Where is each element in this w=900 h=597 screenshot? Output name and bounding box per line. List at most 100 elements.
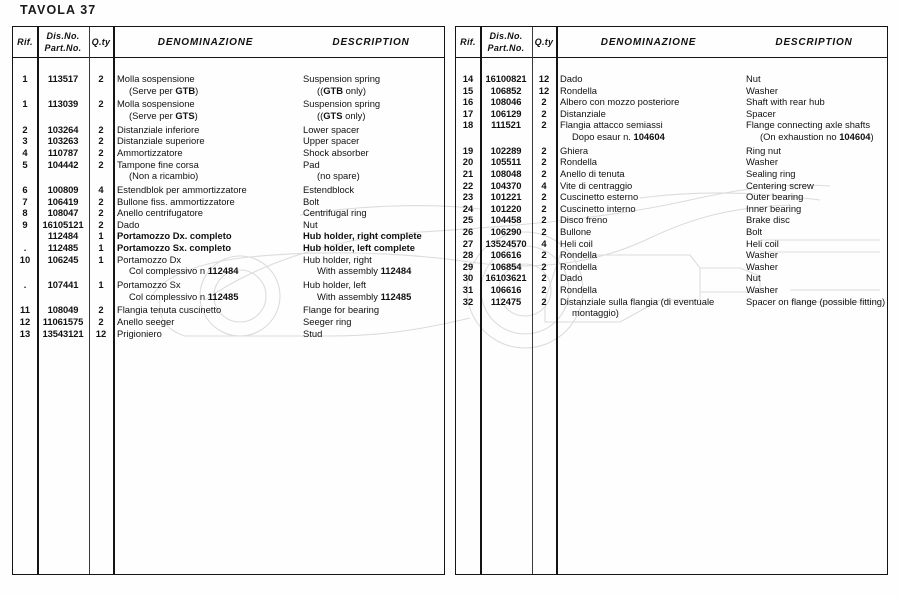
table-row: 15 106852 12 Rondella Washer <box>456 85 887 97</box>
cell-part-number: 113517 <box>47 73 79 84</box>
cell-part-number: 108047 <box>47 207 79 219</box>
header-part-line2: Part.No. <box>487 42 525 53</box>
cell-denominazione: Estendblok per ammortizzatore <box>117 184 247 195</box>
cell-denominazione: Portamozzo Dx. completo <box>117 230 232 242</box>
cell-denominazione: Col complessivo n 112485 <box>129 290 239 302</box>
cell-denominazione: Bullone <box>560 226 592 237</box>
cell-part-number: 103264 <box>47 123 79 135</box>
table-row: (Serve per GTB) ((GTB only) <box>13 85 444 97</box>
cell-denominazione: Rondella <box>560 260 598 272</box>
cell-denominazione: Bullone fiss. ammortizzatore <box>117 195 235 207</box>
cell-quantity: 1 <box>98 242 104 253</box>
cell-denominazione: Distanziale inferiore <box>117 123 200 135</box>
cell-denominazione: (Serve per GTS) <box>129 110 198 121</box>
cell-denominazione: Tampone fine corsa <box>117 158 199 170</box>
cell-part-number: 11061575 <box>42 316 84 327</box>
cell-rif: 2 <box>22 123 28 135</box>
cell-description: Hub holder, right <box>303 253 372 265</box>
cell-description: Estendblock <box>303 184 355 195</box>
table-header-right: Rif. Dis.No. Part.No. Q.ty DENOMINAZIONE… <box>456 27 887 58</box>
cell-description: Hub holder, right complete <box>303 230 422 242</box>
table-row: 1 113039 2 Molla sospensione Suspension spri… <box>13 98 444 110</box>
cell-description: With assembly 112485 <box>317 290 412 302</box>
cell-description: Spacer on flange (possible fitting) <box>746 295 886 307</box>
cell-rif: 32 <box>462 295 474 307</box>
cell-description: Flange connecting axle shafts <box>746 119 871 131</box>
cell-rif: 3 <box>22 135 28 147</box>
table-row: (Serve per GTS) ((GTS only) <box>13 110 444 122</box>
cell-part-number: 104442 <box>47 158 79 170</box>
cell-part-number: 104370 <box>490 179 522 191</box>
cell-part-number: 106852 <box>490 84 522 96</box>
cell-quantity: 2 <box>541 168 547 179</box>
table-row: 10 106245 1 Portamozzo Dx Hub holder, right <box>13 254 444 266</box>
parts-table-right: Rif. Dis.No. Part.No. Q.ty DENOMINAZIONE… <box>455 26 888 575</box>
cell-description: Washer <box>746 260 778 272</box>
cell-rif: . <box>23 279 27 290</box>
cell-rif: 26 <box>462 226 474 237</box>
cell-description: ((GTB only) <box>317 84 366 96</box>
column-rule-rif <box>480 27 482 574</box>
table-row: 12 11061575 2 Anello seeger Seeger ring <box>13 316 444 328</box>
cell-part-number: 13543121 <box>42 327 84 339</box>
cell-denominazione: Col complessivo n 112484 <box>129 265 239 277</box>
cell-part-number: 113039 <box>47 98 79 110</box>
cell-rif: 7 <box>22 195 28 207</box>
table-row: 11 108049 2 Flangia tenuta cuscinetto Flange… <box>13 304 444 316</box>
cell-denominazione: Ammortizzatore <box>117 147 183 158</box>
table-row: Col complessivo n 112484 With assembly 11… <box>13 265 444 277</box>
cell-denominazione: Distanziale superiore <box>117 135 205 147</box>
cell-quantity: 4 <box>541 237 547 249</box>
table-row: montaggio) <box>456 307 887 319</box>
cell-denominazione: Heli coil <box>560 237 593 249</box>
table-row: Col complessivo n 112485 With assembly 11… <box>13 291 444 303</box>
cell-denominazione: Ghiera <box>560 144 589 156</box>
cell-quantity: 4 <box>98 184 104 195</box>
cell-quantity: 12 <box>538 84 550 96</box>
cell-denominazione: Portamozzo Sx <box>117 279 181 290</box>
cell-denominazione: Molla sospensione <box>117 98 195 110</box>
cell-rif: 31 <box>462 284 474 295</box>
cell-quantity: 1 <box>98 279 104 290</box>
header-part-no: Dis.No. Part.No. <box>480 27 532 58</box>
table-row: . 112485 1 Portamozzo Sx. completo Hub holde… <box>13 242 444 254</box>
cell-rif: . <box>23 242 27 253</box>
cell-rif: 1 <box>22 98 28 110</box>
cell-description: Brake disc <box>746 214 790 226</box>
table-row: 24 101220 2 Cuscinetto interno Inner bearing <box>456 203 887 215</box>
cell-description: Nut <box>303 218 318 230</box>
cell-denominazione: Molla sospensione <box>117 73 195 84</box>
cell-quantity: 2 <box>541 119 547 131</box>
table-row: 7 106419 2 Bullone fiss. ammortizzatore Bolt <box>13 196 444 208</box>
table-row: 1 113517 2 Molla sospensione Suspension spri… <box>13 73 444 85</box>
table-row: 2 103264 2 Distanziale inferiore Lower space… <box>13 124 444 136</box>
header-descriptions: DENOMINAZIONE DESCRIPTION <box>113 27 444 58</box>
table-row: 3 103263 2 Distanziale superiore Upper space… <box>13 135 444 147</box>
cell-quantity: 2 <box>98 316 104 327</box>
cell-part-number: 106419 <box>47 195 79 207</box>
table-row: 32 112475 2 Distanziale sulla flangia (di e… <box>456 296 887 308</box>
cell-rif: 1 <box>22 73 28 84</box>
cell-description: Heli coil <box>746 237 779 249</box>
cell-quantity: 2 <box>541 191 547 203</box>
cell-denominazione: Rondella <box>560 284 598 295</box>
cell-part-number: 16105121 <box>42 218 84 230</box>
column-rule-part <box>532 27 533 574</box>
cell-description: Washer <box>746 84 778 96</box>
cell-quantity: 1 <box>98 253 104 265</box>
cell-part-number: 13524570 <box>485 237 527 249</box>
cell-part-number: 100809 <box>47 184 79 195</box>
table-body-right: 14 16100821 12 Dado Nut 15 106852 12 Rondella Was… <box>456 58 887 574</box>
cell-rif: 27 <box>462 237 474 249</box>
cell-denominazione: Flangia attacco semiassi <box>560 119 663 131</box>
cell-description: Spacer <box>746 107 776 119</box>
column-rule-part <box>89 27 90 574</box>
table-row: Dopo esaur n. 104604 (On exhaustion no 10… <box>456 131 887 143</box>
table-row: 28 106616 2 Rondella Washer <box>456 249 887 261</box>
cell-denominazione: Rondella <box>560 156 598 168</box>
cell-quantity: 2 <box>541 96 547 108</box>
cell-description: Shaft with rear hub <box>746 96 825 108</box>
cell-rif: 23 <box>462 191 474 203</box>
cell-part-number: 108048 <box>490 168 522 179</box>
